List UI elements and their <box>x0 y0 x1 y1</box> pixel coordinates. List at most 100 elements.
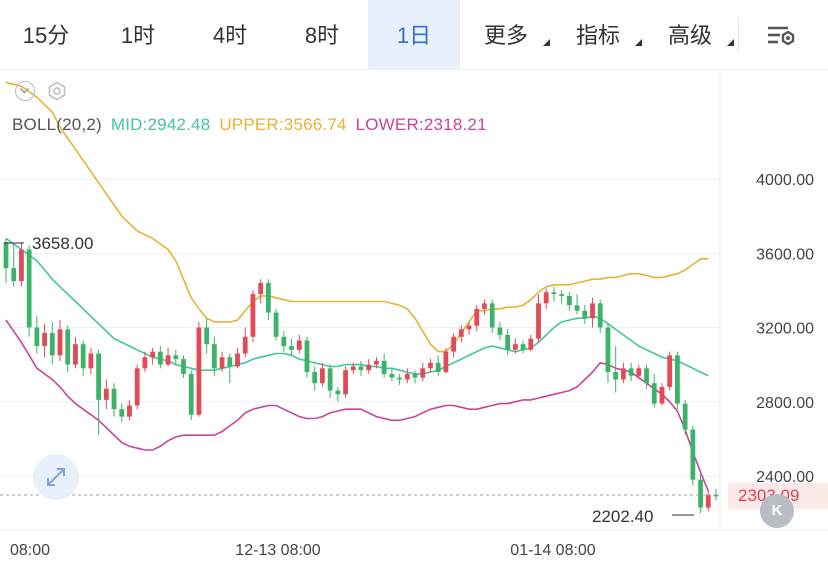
candle-body <box>466 325 472 330</box>
candle-body <box>88 353 94 369</box>
boll-mid-value: MID:2942.48 <box>110 115 211 134</box>
candle-body <box>605 327 611 373</box>
candle-body <box>505 334 511 350</box>
tab-4h[interactable]: 4时 <box>212 23 248 48</box>
candle-body <box>250 294 256 337</box>
k-line-button[interactable]: K <box>760 494 794 528</box>
indicator-settings-button[interactable] <box>47 81 67 101</box>
candle-body <box>165 355 171 365</box>
candle-body <box>111 388 117 410</box>
x-axis-tick-label: 12-13 08:00 <box>235 542 321 559</box>
candle-body <box>42 333 47 347</box>
candle-body <box>512 344 518 350</box>
candle-body <box>26 249 32 328</box>
chart-area[interactable]: 4000.00 3600.00 3200.00 2800.00 2400.00 08:00… <box>0 71 828 562</box>
candle-body <box>682 403 688 430</box>
y-axis-tick-label: 3600.00 <box>756 246 814 263</box>
candle-body <box>520 344 526 350</box>
candle-body <box>204 327 210 345</box>
tab-15m[interactable]: 15分 <box>22 23 70 48</box>
candle-body <box>628 368 634 376</box>
candle-body <box>636 368 642 376</box>
x-axis-tick-label: 01-14 08:00 <box>510 542 596 559</box>
candle-body <box>482 303 487 309</box>
candle-body <box>613 372 619 380</box>
candle-body <box>597 303 603 328</box>
candle-body <box>57 329 63 356</box>
candle-body <box>489 303 495 328</box>
candle-body <box>134 368 140 406</box>
candle-body <box>258 282 264 295</box>
candle-body <box>358 366 364 371</box>
y-axis-tick-label: 4000.00 <box>756 172 814 189</box>
candle-body <box>173 355 179 360</box>
candlestick-chart[interactable]: 4000.00 3600.00 3200.00 2800.00 2400.00 08:00… <box>0 71 828 562</box>
timeframe-tab-bar: 15分 1时 4时 8时 1日 更多 指标 高级 <box>0 0 828 70</box>
candle-body <box>19 249 24 282</box>
candle-body <box>366 364 372 371</box>
tab-1d[interactable]: 1日 <box>368 0 460 70</box>
candle-body <box>551 292 557 295</box>
candle-body <box>273 312 279 337</box>
candle-body <box>65 329 71 365</box>
candle-body <box>690 429 696 480</box>
candle-body <box>119 409 125 417</box>
tab-8h[interactable]: 8时 <box>304 23 340 48</box>
candle-body <box>528 338 534 350</box>
candle-body <box>381 360 387 374</box>
candle-body <box>3 242 9 269</box>
candle-body <box>127 405 132 417</box>
candle-body <box>705 494 711 508</box>
tab-indicators[interactable]: 指标 <box>552 0 644 70</box>
candle-body <box>620 368 626 380</box>
candle-body <box>103 388 109 400</box>
candle-body <box>389 373 395 378</box>
boll-name: BOLL(20,2) <box>12 115 102 134</box>
candle-body <box>150 351 156 358</box>
expand-chart-button[interactable] <box>33 454 79 500</box>
boll-upper-line <box>5 81 709 353</box>
candle-body <box>675 355 680 404</box>
candle-body <box>420 368 426 378</box>
candle-body <box>428 362 433 369</box>
tab-advanced[interactable]: 高级 <box>644 0 736 70</box>
dropdown-caret-icon <box>727 39 734 46</box>
candle-body <box>289 346 294 350</box>
candle-body <box>451 336 457 352</box>
y-axis-tick-label: 3200.00 <box>756 321 814 338</box>
chevron-down-icon <box>19 87 30 94</box>
dropdown-caret-icon <box>543 39 550 46</box>
tab-divider <box>738 18 739 52</box>
chart-settings-icon <box>768 26 795 46</box>
candle-body <box>667 355 673 387</box>
candle-body <box>443 351 449 373</box>
tab-more[interactable]: 更多 <box>460 0 552 70</box>
candle-body <box>651 383 657 404</box>
candle-body <box>196 327 202 415</box>
candle-body <box>698 479 703 508</box>
collapse-toggle-button[interactable] <box>15 81 35 101</box>
candle-body <box>157 351 163 365</box>
boll-lower-value: LOWER:2318.21 <box>355 115 487 134</box>
candle-body <box>582 310 588 319</box>
candle-body <box>335 390 341 395</box>
candle-body <box>281 336 287 347</box>
candle-body <box>543 292 549 304</box>
candle-body <box>374 360 379 365</box>
chart-settings-button[interactable] <box>760 18 800 52</box>
candle-body <box>235 353 240 367</box>
candle-body <box>474 308 480 326</box>
candle-body <box>497 327 503 335</box>
candle-body <box>49 333 55 356</box>
candle-body <box>327 368 333 391</box>
high-price-label: 3658.00 <box>32 234 93 253</box>
y-axis-tick-label: 2400.00 <box>756 469 814 486</box>
candle-body <box>188 373 194 415</box>
tab-1h[interactable]: 1时 <box>120 23 156 48</box>
candle-body <box>296 340 302 350</box>
boll-upper-value: UPPER:3566.74 <box>219 115 347 134</box>
candle-body <box>536 303 541 339</box>
boll-lower-line <box>5 319 710 492</box>
candle-body <box>559 294 565 296</box>
candle-body <box>142 357 148 369</box>
